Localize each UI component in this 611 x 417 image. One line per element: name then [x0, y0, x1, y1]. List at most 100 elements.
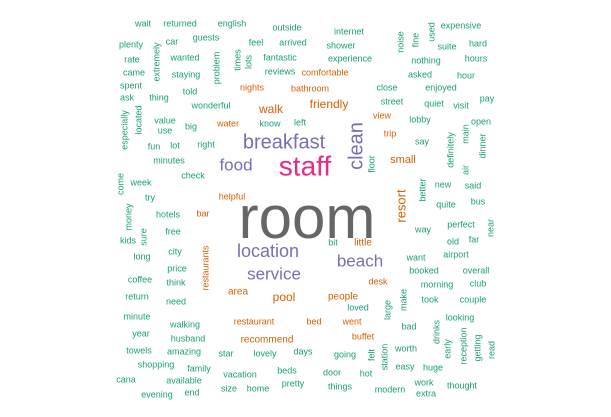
word-come: come — [115, 173, 125, 195]
word-quiet: quiet — [424, 98, 444, 108]
word-area: area — [228, 287, 248, 298]
word-fun: fun — [148, 141, 161, 151]
word-bed: bed — [306, 316, 321, 326]
word-end: end — [184, 387, 199, 397]
word-free: free — [165, 226, 181, 236]
word-took: took — [421, 294, 439, 304]
word-reception: reception — [458, 327, 468, 364]
word-lobby: lobby — [409, 114, 431, 124]
word-bathroom: bathroom — [291, 83, 329, 93]
word-value: value — [154, 115, 176, 125]
word-bad: bad — [401, 321, 416, 331]
word-restaurant: restaurant — [234, 316, 275, 326]
word-location: location — [237, 241, 299, 261]
word-walking: walking — [169, 319, 200, 329]
word-star: star — [218, 348, 233, 358]
word-main: main — [460, 124, 470, 144]
word-wonderful: wonderful — [190, 100, 230, 110]
word-reviews: reviews — [265, 66, 296, 76]
word-breakfast: breakfast — [243, 131, 326, 153]
word-need: need — [166, 296, 186, 306]
word-problem: problem — [211, 52, 221, 85]
word-big: big — [185, 121, 197, 131]
word-english: english — [218, 18, 247, 28]
word-morning: morning — [421, 279, 454, 289]
word-restaurants: restaurants — [200, 245, 210, 291]
word-comfortable: comfortable — [301, 67, 348, 77]
word-know: know — [259, 118, 281, 128]
word-make: make — [398, 289, 408, 311]
word-want: want — [405, 252, 426, 262]
word-better: better — [417, 178, 427, 201]
word-city: city — [168, 246, 182, 256]
word-room: room — [239, 184, 376, 251]
word-ask: ask — [120, 92, 135, 102]
word-early: early — [442, 339, 452, 359]
word-try: try — [145, 192, 155, 202]
word-going: going — [334, 349, 356, 359]
word-shopping: shopping — [138, 359, 175, 369]
word-read: read — [486, 341, 496, 359]
word-worth: worth — [394, 343, 417, 353]
word-bit: bit — [328, 237, 338, 247]
word-located: located — [133, 105, 143, 134]
word-internet: internet — [334, 26, 365, 36]
word-airport: airport — [443, 249, 469, 259]
word-price: price — [167, 263, 187, 273]
word-cana: cana — [116, 374, 136, 384]
word-walk: walk — [258, 102, 284, 116]
word-kids: kids — [120, 235, 137, 245]
word-noise: noise — [395, 31, 405, 53]
word-perfect: perfect — [447, 219, 475, 229]
word-loved: loved — [347, 302, 369, 312]
word-floor: floor — [366, 155, 376, 173]
word-minutes: minutes — [153, 155, 185, 165]
word-overall: overall — [463, 265, 490, 275]
word-husband: husband — [171, 333, 206, 343]
word-people: people — [328, 292, 358, 303]
word-air: air — [460, 165, 470, 175]
word-getting: getting — [472, 334, 482, 361]
word-huge: huge — [423, 362, 443, 372]
word-hard: hard — [469, 38, 487, 48]
word-club: club — [470, 278, 487, 288]
word-vacation: vacation — [223, 369, 257, 379]
word-towels: towels — [126, 345, 152, 355]
word-hour: hour — [457, 70, 475, 80]
word-said: said — [465, 180, 482, 190]
word-shower: shower — [326, 40, 355, 50]
word-buffet: buffet — [352, 331, 375, 341]
word-far: far — [469, 234, 480, 244]
word-left: left — [294, 117, 307, 127]
word-thing: thing — [149, 92, 169, 102]
word-wanted: wanted — [169, 52, 199, 62]
word-long: long — [133, 251, 150, 261]
word-say: say — [415, 136, 430, 146]
word-street: street — [381, 96, 404, 106]
word-days: days — [293, 346, 313, 356]
word-extra: extra — [416, 388, 436, 398]
word-hours: hours — [465, 53, 488, 63]
word-fantastic: fantastic — [263, 52, 297, 62]
word-drinks: drinks — [431, 320, 441, 345]
word-coffee: coffee — [128, 274, 152, 284]
word-easy: easy — [395, 361, 415, 371]
word-amazing: amazing — [167, 346, 201, 356]
word-size: size — [221, 383, 237, 393]
word-felt: felt — [366, 349, 376, 362]
word-little: little — [354, 238, 372, 249]
word-sure: sure — [138, 228, 148, 246]
word-view: view — [373, 110, 392, 120]
word-recommend: recommend — [241, 335, 294, 346]
word-near: near — [485, 219, 495, 237]
word-service: service — [247, 264, 301, 283]
word-definitely: definitely — [445, 132, 455, 168]
word-outside: outside — [272, 22, 301, 32]
word-station: station — [379, 344, 389, 371]
word-things: things — [328, 381, 353, 391]
word-bus: bus — [471, 196, 486, 206]
word-asked: asked — [408, 69, 432, 79]
word-pool: pool — [273, 290, 296, 304]
word-desk: desk — [368, 276, 388, 286]
